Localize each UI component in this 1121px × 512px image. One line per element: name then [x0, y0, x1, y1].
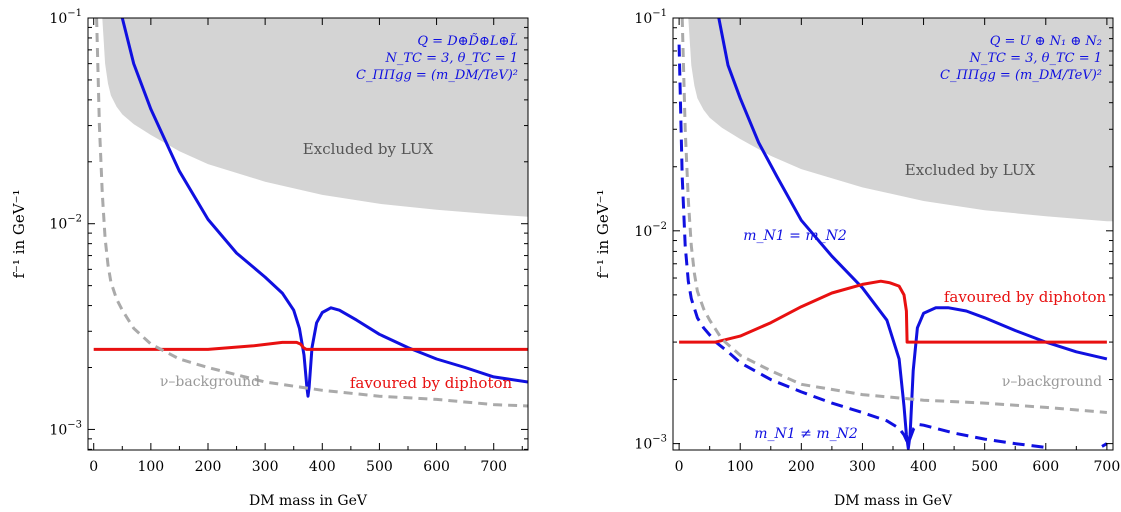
coupling-label: C_ΠΠgg = (m_DM/TeV)² — [356, 68, 518, 83]
x-ticks: 0 100 200 300 400 500 600 700 — [675, 18, 1121, 475]
technicolor-label: N_TC = 3, θ_TC = 1 — [384, 51, 518, 66]
x-ticks: 0 100 200 300 400 500 600 700 — [89, 18, 523, 475]
x-tick-label: 600 — [423, 459, 450, 475]
unequal-mass-label: m_N1 ≠ m_N2 — [754, 426, 858, 442]
left-panel: 0 100 200 300 400 500 600 700 10−3 10−2 10−1 Excl… — [10, 8, 529, 509]
model-label: Q = U ⊕ N₁ ⊕ N₂ — [990, 34, 1102, 49]
excluded-region — [688, 18, 1113, 222]
diphoton-curve — [93, 340, 528, 351]
diphoton-label: favoured by diphoton — [350, 374, 513, 392]
plot-frame — [87, 17, 529, 451]
y-tick-label: 10−3 — [49, 419, 82, 438]
x-tick-label: 100 — [137, 459, 164, 475]
background-curve — [95, 18, 528, 408]
y-ticks: 10−3 10−2 10−1 — [634, 8, 1113, 453]
x-tick-label: 0 — [89, 459, 98, 475]
x-tick-label: 200 — [788, 459, 815, 475]
model-legend: Q = D⊕D̃⊕L⊕L̃ N_TC = 3, θ_TC = 1 C_ΠΠgg … — [356, 33, 518, 83]
x-tick-label: 600 — [1032, 459, 1059, 475]
x-axis-label: DM mass in GeV — [249, 493, 368, 509]
x-tick-label: 100 — [727, 459, 754, 475]
lux-excluded-region — [102, 18, 528, 217]
x-tick-label: 700 — [480, 459, 507, 475]
model-label: Q = D⊕D̃⊕L⊕L̃ — [417, 33, 518, 49]
x-tick-label: 700 — [1094, 459, 1121, 475]
x-tick-label: 300 — [252, 459, 279, 475]
y-tick-label: 10−1 — [49, 8, 82, 27]
excluded-label: Excluded by LUX — [303, 140, 434, 158]
y-tick-label: 10−2 — [49, 214, 82, 233]
x-tick-label: 500 — [971, 459, 998, 475]
right-panel: 0 100 200 300 400 500 600 700 10−3 10−2 10−1 Excl… — [594, 8, 1120, 509]
model-curve — [120, 18, 528, 398]
equal-mass-label: m_N1 = m_N2 — [743, 228, 847, 244]
x-tick-label: 500 — [366, 459, 393, 475]
model-curve — [717, 18, 1108, 450]
curves — [677, 18, 1108, 450]
x-axis-label: DM mass in GeV — [834, 493, 953, 509]
technicolor-label: N_TC = 3, θ_TC = 1 — [968, 51, 1102, 66]
x-tick-label: 400 — [309, 459, 336, 475]
y-tick-label: 10−3 — [634, 434, 667, 453]
y-tick-label: 10−2 — [634, 221, 667, 240]
background-curve — [680, 18, 1108, 414]
x-tick-label: 400 — [910, 459, 937, 475]
diphoton-label: favoured by diphoton — [944, 288, 1107, 306]
excluded-region — [102, 18, 528, 217]
x-tick-label: 300 — [849, 459, 876, 475]
y-axis-label: f⁻¹ in GeV⁻¹ — [594, 189, 612, 278]
y-tick-label: 10−1 — [634, 8, 667, 27]
nu-background-label: ν–background — [1002, 374, 1102, 390]
nu-background-label: ν–background — [160, 374, 260, 390]
diphoton-curve — [679, 279, 1107, 344]
x-tick-label: 200 — [195, 459, 222, 475]
x-tick-label: 0 — [675, 459, 684, 475]
coupling-label: C_ΠΠgg = (m_DM/TeV)² — [940, 68, 1102, 83]
model-unequal-curve — [677, 44, 1046, 449]
curves — [93, 18, 528, 408]
y-axis-label: f⁻¹ in GeV⁻¹ — [10, 189, 28, 278]
y-ticks: 10−3 10−2 10−1 — [49, 8, 528, 450]
lux-excluded-region — [688, 18, 1113, 222]
excluded-label: Excluded by LUX — [905, 161, 1036, 179]
model-legend: Q = U ⊕ N₁ ⊕ N₂ N_TC = 3, θ_TC = 1 C_ΠΠg… — [940, 34, 1102, 83]
